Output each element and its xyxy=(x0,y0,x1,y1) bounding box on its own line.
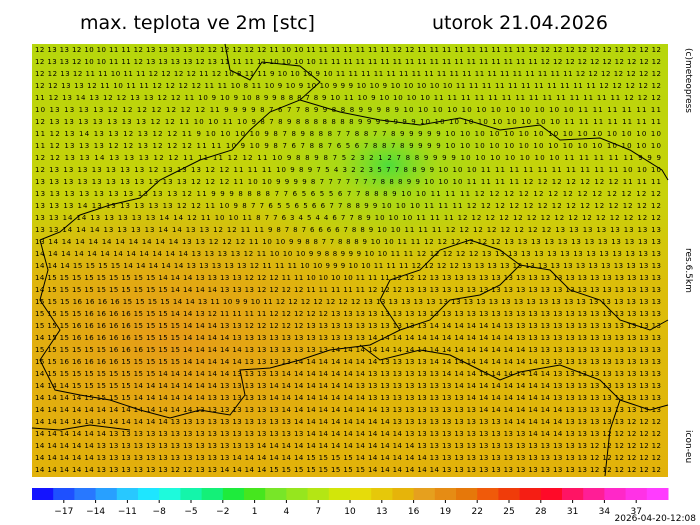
date: utorok 21.04.2026 xyxy=(432,12,608,34)
colorbar-swatch xyxy=(604,488,627,500)
colorbar-label: 7 xyxy=(315,507,321,517)
colorbar-label: 1 xyxy=(252,507,258,517)
value-row: 12 12 13 12 11 11 10 11 11 12 12 12 12 1… xyxy=(35,70,661,78)
colorbar-swatch xyxy=(201,488,224,500)
colorbar-label: 19 xyxy=(440,507,452,517)
colorbar-label: 34 xyxy=(599,507,611,517)
colorbar-swatch xyxy=(244,488,266,500)
value-row: 14 14 14 14 14 14 14 14 14 14 14 14 14 1… xyxy=(35,406,661,414)
value-row: 15 15 16 16 16 16 16 15 15 15 15 15 14 1… xyxy=(35,358,661,366)
colorbar-label: 4 xyxy=(284,507,290,517)
value-row: 14 14 14 14 14 14 14 14 14 14 14 13 13 1… xyxy=(35,418,661,426)
colorbar-swatch xyxy=(53,488,75,500)
colorbar-label: 10 xyxy=(344,507,356,517)
colorbar-label: −14 xyxy=(86,507,105,517)
value-row: 14 15 15 15 15 15 15 15 15 15 14 14 14 1… xyxy=(35,274,661,282)
colorbar-label: −5 xyxy=(184,507,197,517)
colorbar-label: 25 xyxy=(503,507,514,517)
colorbar-label: 22 xyxy=(471,507,482,517)
value-row: 14 14 14 14 14 13 13 13 13 13 13 12 12 1… xyxy=(35,466,661,474)
colorbar-label: −11 xyxy=(118,507,137,517)
title: max. teplota ve 2m [stc] xyxy=(80,12,315,34)
value-row: 15 15 15 15 16 16 16 16 15 15 15 14 14 1… xyxy=(35,310,661,318)
value-row: 13 13 13 13 13 13 13 13 13 13 13 12 12 1… xyxy=(35,178,661,186)
value-row: 14 15 15 16 16 16 16 16 15 15 15 15 14 1… xyxy=(35,334,661,342)
colorbar-swatch xyxy=(371,488,393,500)
value-row: 14 14 14 15 15 15 15 15 14 14 14 14 14 1… xyxy=(35,382,661,390)
colorbar-swatch xyxy=(95,488,118,500)
colorbar-swatch xyxy=(498,488,521,500)
colorbar: −17 −14 −11 −8 −5 −2 1 4 7 10 13 16 19 22 25 28 31 34 37 xyxy=(32,488,669,517)
colorbar-swatch xyxy=(625,488,648,500)
colorbar-swatch xyxy=(519,488,542,500)
colorbar-swatch xyxy=(350,488,372,500)
resolution-label: res.6.5km xyxy=(683,248,693,293)
colorbar-swatch xyxy=(583,488,605,500)
value-row: 14 14 14 14 15 15 15 15 14 14 14 14 14 1… xyxy=(35,394,661,402)
colorbar-label: −8 xyxy=(153,507,167,517)
colorbar-swatch xyxy=(116,488,139,500)
colorbar-swatch xyxy=(265,488,287,500)
colorbar-swatch xyxy=(286,488,309,500)
colorbar-label: 31 xyxy=(567,507,578,517)
colorbar-swatch xyxy=(562,488,584,500)
value-row: 12 12 13 13 12 11 10 11 11 12 12 12 12 1… xyxy=(35,82,661,90)
value-row: 14 15 15 15 15 15 15 15 15 15 15 14 14 1… xyxy=(35,286,661,294)
value-row: 11 12 13 14 13 13 12 13 12 12 11 9 10 10… xyxy=(35,130,661,138)
value-row: 13 14 14 14 14 14 14 14 14 14 14 13 13 1… xyxy=(35,238,661,246)
colorbar-label: 28 xyxy=(535,507,547,517)
colorbar-swatch xyxy=(138,488,160,500)
colorbar-swatch xyxy=(477,488,499,500)
colorbar-swatch xyxy=(74,488,97,500)
colorbar-swatch xyxy=(32,488,54,500)
value-row: 15 15 15 16 16 16 16 15 15 15 15 14 14 1… xyxy=(35,298,661,306)
value-row: 11 12 13 14 13 12 12 13 13 12 12 11 10 9… xyxy=(35,94,661,102)
timestamp: 2026-04-20-12:08 xyxy=(615,514,697,524)
colorbar-swatch xyxy=(392,488,415,500)
value-row: 13 13 14 14 13 13 13 13 13 14 14 12 11 1… xyxy=(35,214,661,222)
value-row: 14 14 14 15 15 15 15 14 14 14 14 14 13 1… xyxy=(35,262,661,270)
colorbar-swatch xyxy=(159,488,181,500)
model-label: icon-eu xyxy=(683,430,693,463)
colorbar-label: −2 xyxy=(216,507,229,517)
value-row: 10 13 13 13 13 12 12 12 12 12 12 12 11 9… xyxy=(35,106,661,114)
value-row: 12 13 13 12 10 10 11 11 12 13 13 13 13 1… xyxy=(35,58,661,66)
colorbar-swatch xyxy=(180,488,203,500)
colorbar-swatch xyxy=(222,488,245,500)
colorbar-label: −17 xyxy=(54,507,73,517)
map-shading xyxy=(32,44,668,477)
borders xyxy=(31,43,669,477)
value-row: 13 13 13 14 13 13 13 13 13 13 12 12 11 1… xyxy=(35,202,661,210)
colorbar-swatch xyxy=(456,488,478,500)
value-row: 14 14 14 14 14 13 13 13 13 13 13 13 13 1… xyxy=(35,442,661,450)
colorbar-label: 13 xyxy=(376,507,387,517)
value-row: 12 13 13 12 10 10 11 11 12 13 13 13 13 1… xyxy=(35,46,661,54)
value-row: 13 13 13 13 13 13 13 13 13 13 12 11 9 9 … xyxy=(35,190,661,198)
value-row: 15 15 15 15 15 15 16 16 16 15 15 15 14 1… xyxy=(35,346,661,354)
copyright-label: (c)meteopress xyxy=(683,48,693,113)
colorbar-swatch xyxy=(413,488,436,500)
value-row: 11 12 13 13 13 12 12 13 12 12 12 11 11 1… xyxy=(35,142,661,150)
colorbar-swatch xyxy=(328,488,351,500)
colorbar-swatch xyxy=(540,488,563,500)
colorbar-label: 16 xyxy=(408,507,420,517)
value-row: 14 15 15 15 15 15 15 15 15 15 14 14 14 1… xyxy=(35,370,661,378)
value-row: 14 14 14 14 14 14 13 13 13 13 13 13 13 1… xyxy=(35,430,661,438)
value-row: 12 13 13 13 13 13 13 13 12 13 13 13 12 1… xyxy=(35,166,661,174)
value-row: 14 14 14 14 14 14 14 14 14 14 14 14 13 1… xyxy=(35,250,661,258)
value-row: 14 14 14 14 14 13 13 13 13 13 13 13 13 1… xyxy=(35,454,661,462)
colorbar-label: 37 xyxy=(630,507,641,517)
value-row: 13 13 14 14 14 13 13 13 13 14 14 13 13 1… xyxy=(35,226,661,234)
colorbar-swatch xyxy=(646,488,669,500)
colorbar-swatch xyxy=(434,488,457,500)
value-row: 12 12 13 13 14 13 13 13 12 12 11 11 11 1… xyxy=(35,154,661,162)
value-row: 15 15 15 16 16 16 16 16 15 15 15 15 14 1… xyxy=(35,322,661,330)
colorbar-swatch xyxy=(307,488,330,500)
